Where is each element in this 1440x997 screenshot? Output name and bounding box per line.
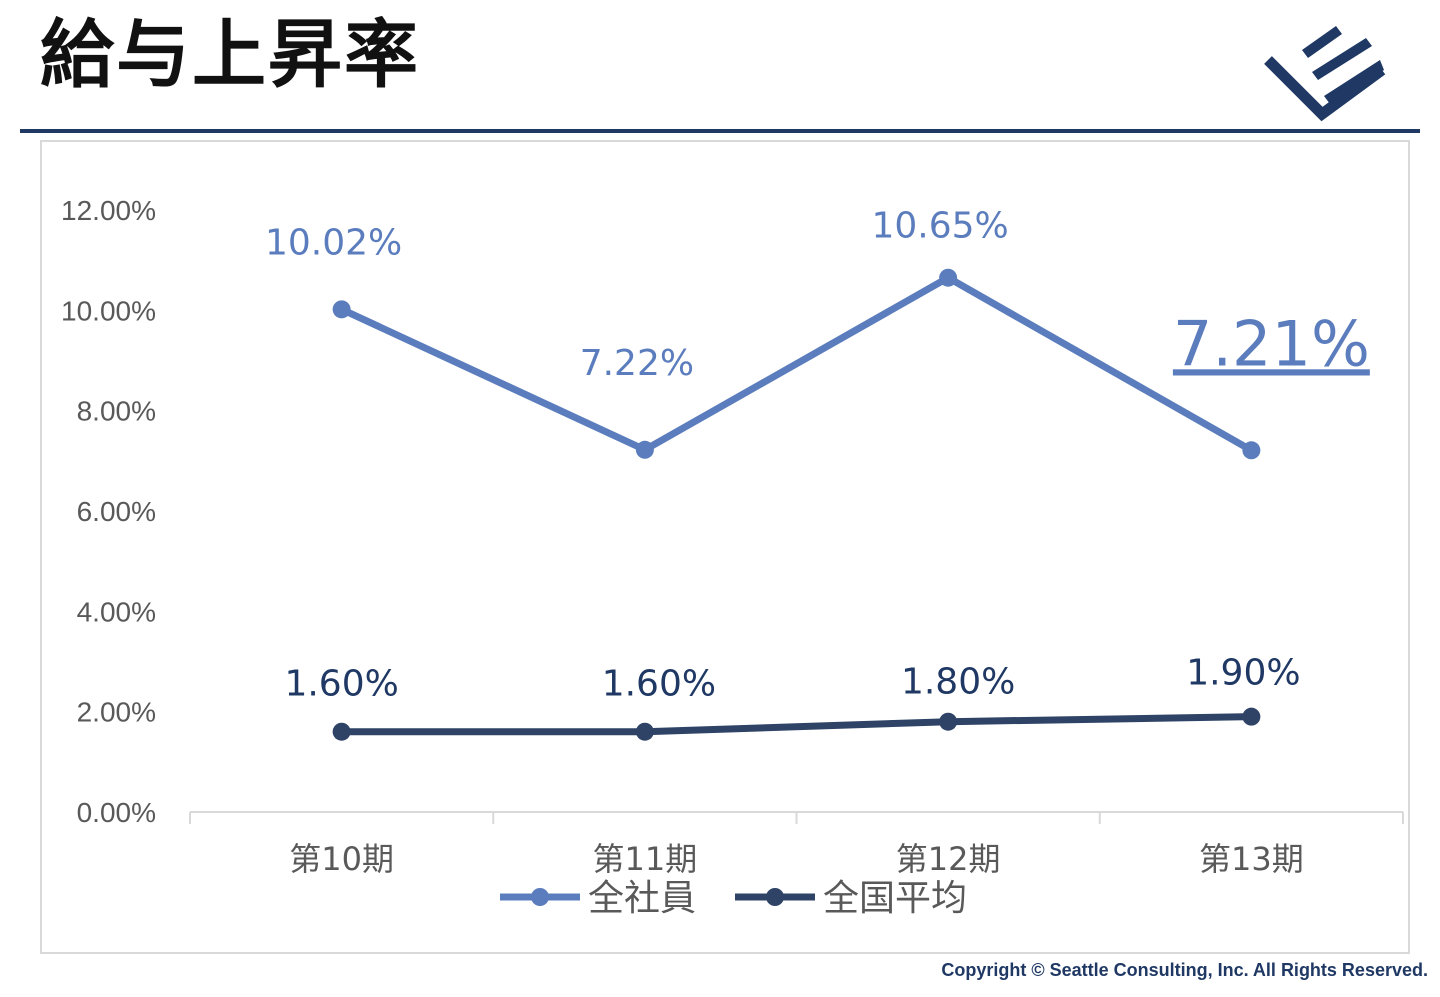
y-axis: 0.00% 2.00% 4.00% 6.00% 8.00% 10.00% 12.00%	[61, 195, 156, 828]
data-label: 1.90%	[1186, 653, 1300, 694]
x-axis: 第10期 第11期 第12期 第13期	[189, 811, 1404, 878]
page-title: 給与上昇率	[40, 12, 420, 98]
series-1-point	[332, 300, 351, 319]
legend-label-2: 全国平均	[823, 878, 967, 919]
series-line-1	[340, 274, 1254, 454]
copyright-notice: Copyright © Seattle Consulting, Inc. All…	[941, 960, 1428, 980]
x-tick-label: 第12期	[896, 840, 1001, 878]
data-label: 1.60%	[284, 664, 398, 705]
y-tick-label: 4.00%	[77, 596, 156, 627]
series-1-point	[1242, 441, 1261, 460]
data-label: 7.21%	[1173, 307, 1370, 380]
series-2-point	[939, 712, 958, 731]
series-1-point	[939, 268, 958, 287]
series-2-point	[635, 722, 654, 741]
series-2-point	[332, 722, 351, 741]
x-tick-label: 第11期	[593, 840, 698, 878]
data-label: 10.02%	[265, 222, 402, 263]
y-tick-label: 12.00%	[61, 195, 156, 226]
series-2-point	[1242, 707, 1261, 726]
data-label: 1.80%	[901, 662, 1015, 703]
legend-marker-2	[766, 888, 784, 906]
x-tick-label: 第13期	[1199, 840, 1304, 878]
y-tick-label: 6.00%	[77, 496, 156, 527]
legend-marker-1	[531, 888, 549, 906]
title-divider	[20, 129, 1420, 133]
series-layer: 10.02% 7.22% 10.65% 7.21% 1.60% 1.60% 1.80% 1.9…	[265, 206, 1370, 741]
series-line-2	[341, 713, 1252, 736]
company-logo-icon	[1264, 26, 1386, 122]
x-tick-label: 第10期	[289, 840, 394, 878]
data-label: 10.65%	[871, 206, 1008, 247]
series-1-point	[635, 440, 654, 459]
data-label: 1.60%	[602, 664, 716, 705]
chart-legend: 全社員 全国平均	[500, 878, 967, 919]
y-tick-label: 8.00%	[77, 396, 156, 427]
data-label: 7.22%	[580, 343, 694, 384]
y-tick-label: 10.00%	[61, 295, 156, 326]
legend-label-1: 全社員	[588, 878, 696, 919]
chart-frame	[40, 140, 1410, 954]
y-tick-label: 2.00%	[77, 697, 156, 728]
y-tick-label: 0.00%	[77, 797, 156, 828]
